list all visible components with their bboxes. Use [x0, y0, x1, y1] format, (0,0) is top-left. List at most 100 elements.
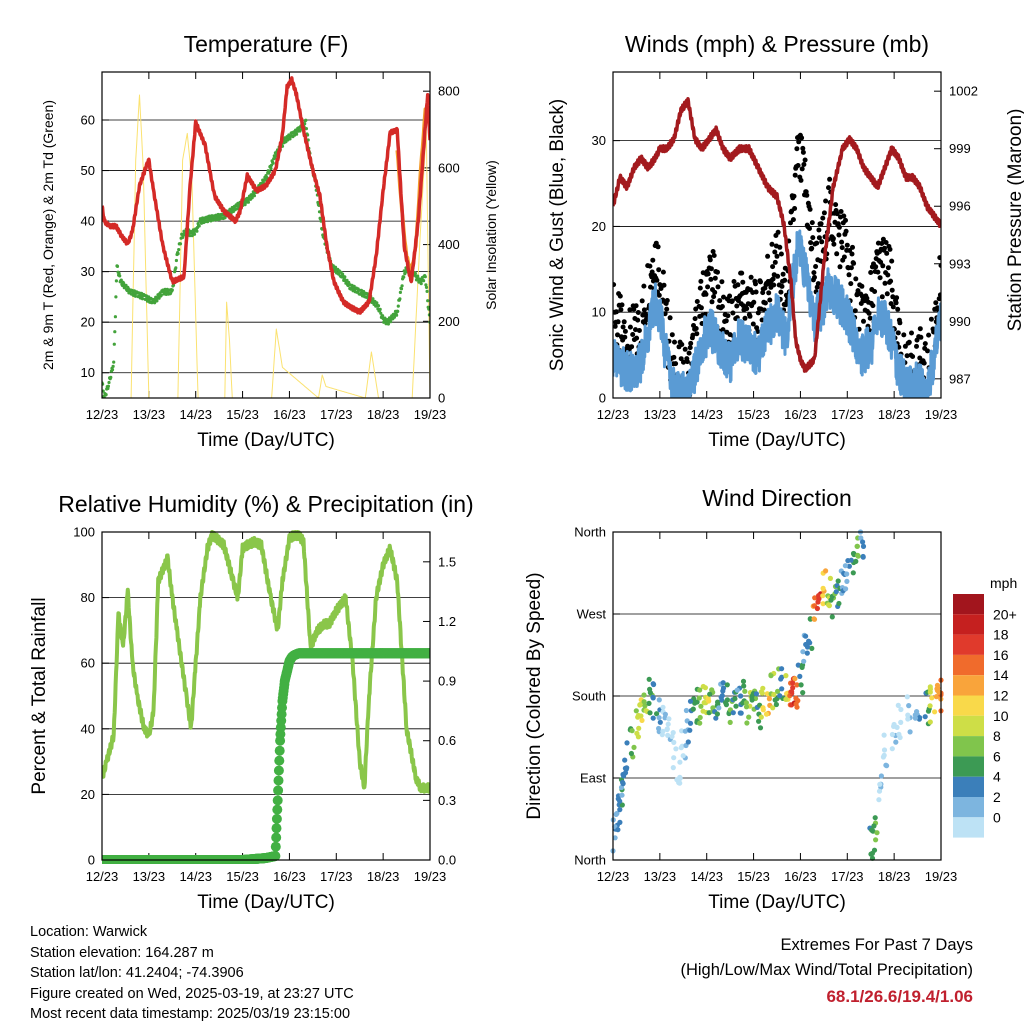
- direction-point: [660, 728, 666, 734]
- gust-point: [747, 313, 753, 319]
- gust-point: [690, 332, 696, 338]
- chart-title: Winds (mph) & Pressure (mb): [625, 31, 929, 57]
- gust-point: [705, 271, 711, 277]
- gust-point: [654, 277, 660, 283]
- dewpoint-point: [381, 314, 385, 318]
- legend-swatch: [953, 797, 984, 818]
- gust-point: [861, 318, 866, 324]
- gust-point: [864, 295, 870, 301]
- gust-point: [715, 284, 721, 290]
- direction-point: [624, 740, 630, 746]
- precip-point: [274, 745, 285, 756]
- y2-tick-label: 999: [949, 141, 971, 156]
- series-relative-humidity: [102, 530, 430, 794]
- dewpoint-point: [304, 118, 308, 122]
- direction-point: [687, 720, 694, 726]
- gust-point: [791, 193, 797, 199]
- y-tick-label: 20: [81, 787, 95, 802]
- direction-point: [850, 570, 856, 576]
- direction-point: [795, 662, 801, 668]
- direction-point: [871, 823, 877, 829]
- gust-point: [622, 328, 628, 334]
- direction-point: [894, 724, 900, 731]
- direction-point: [874, 830, 880, 836]
- gust-point: [880, 263, 886, 269]
- gust-point: [936, 296, 941, 302]
- y-tick-label: 50: [81, 163, 95, 178]
- gust-point: [694, 331, 700, 337]
- direction-point: [820, 585, 826, 592]
- gust-point: [647, 263, 653, 269]
- legend-label: 8: [993, 728, 1001, 744]
- direction-point: [622, 757, 628, 763]
- x-tick-label: 17/23: [831, 869, 864, 884]
- gust-point: [846, 272, 852, 278]
- gust-point: [712, 275, 718, 281]
- gust-point: [895, 306, 901, 312]
- gust-point: [810, 235, 816, 241]
- legend-swatch: [953, 614, 984, 635]
- direction-point: [877, 781, 883, 787]
- gust-point: [693, 306, 699, 312]
- direction-point: [724, 682, 730, 688]
- gust-point: [778, 289, 784, 295]
- direction-point: [925, 708, 932, 714]
- direction-point: [647, 686, 653, 692]
- gust-point: [820, 215, 826, 221]
- direction-point: [650, 694, 656, 700]
- direction-point: [883, 762, 889, 768]
- direction-point: [713, 715, 719, 721]
- gust-point: [888, 278, 894, 284]
- gust-point: [619, 302, 625, 308]
- gust-point: [723, 318, 729, 324]
- gust-point: [885, 272, 891, 278]
- gust-point: [807, 226, 812, 231]
- gust-point: [613, 323, 618, 329]
- direction-point: [647, 710, 653, 716]
- direction-point: [846, 563, 853, 569]
- y-tick-label: 20: [81, 315, 95, 330]
- dewpoint-point: [109, 375, 113, 379]
- gust-point: [879, 294, 885, 300]
- x-tick-label: 17/23: [320, 407, 353, 422]
- direction-point: [876, 788, 883, 794]
- gust-point: [925, 348, 930, 354]
- direction-point: [758, 714, 764, 720]
- dewpoint-point: [188, 234, 192, 238]
- x-tick-label: 13/23: [133, 407, 166, 422]
- x-axis-label: Time (Day/UTC): [708, 430, 846, 451]
- direction-point: [779, 674, 785, 680]
- gust-point: [889, 258, 895, 264]
- gust-point: [771, 282, 777, 288]
- gust-point: [819, 239, 825, 245]
- x-tick-label: 12/23: [86, 407, 119, 422]
- dewpoint-point: [133, 294, 138, 298]
- direction-point: [906, 703, 912, 709]
- y2-tick-label: 996: [949, 199, 971, 214]
- gust-point: [933, 300, 939, 306]
- gust-point: [650, 257, 656, 263]
- gust-point: [627, 307, 633, 313]
- gust-point: [904, 353, 910, 359]
- direction-point: [637, 702, 643, 708]
- legend-label: 20+: [993, 606, 1017, 622]
- gust-point: [804, 192, 810, 198]
- x-tick-label: 13/23: [644, 869, 677, 884]
- dewpoint-point: [114, 295, 118, 299]
- direction-point: [927, 686, 934, 692]
- speed-legend: mph 20+ 18 16 14 12 10 8 6 4 2 0: [953, 575, 1017, 838]
- dewpoint-point: [176, 252, 180, 256]
- dewpoint-point: [122, 281, 126, 286]
- direction-point: [673, 746, 679, 752]
- direction-point: [664, 726, 670, 732]
- dewpoint-point: [378, 307, 382, 311]
- gust-point: [758, 279, 763, 285]
- legend-label: 16: [993, 647, 1009, 663]
- gust-point: [843, 228, 849, 234]
- gust-point: [816, 227, 822, 233]
- precip-point: [272, 804, 283, 815]
- gust-point: [673, 361, 679, 367]
- legend-label: 2: [993, 789, 1001, 805]
- plot-area: [610, 529, 944, 861]
- x-tick-label: 18/23: [367, 869, 400, 884]
